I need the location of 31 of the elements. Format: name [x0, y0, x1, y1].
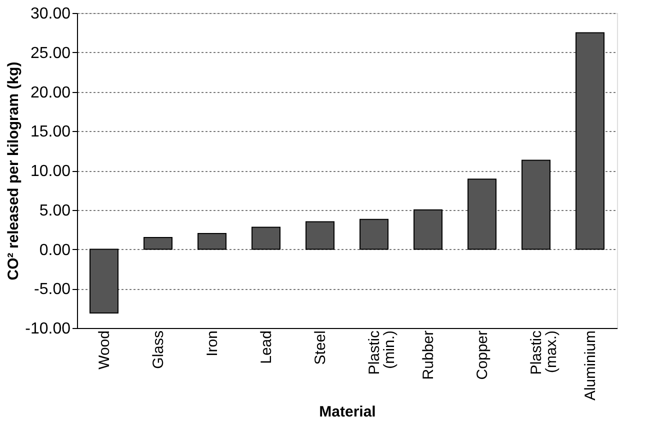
y-tick-label: 5.00 — [39, 202, 71, 220]
x-tick-label: Lead — [258, 330, 275, 364]
y-tick-label: -10.00 — [25, 320, 71, 338]
y-tick-label: 0.00 — [39, 242, 71, 259]
bar — [468, 178, 496, 250]
y-tick-label: 15.00 — [30, 124, 71, 141]
bar — [198, 233, 226, 250]
x-tick-label: Rubber — [420, 330, 437, 380]
y-tick-label: 25.00 — [30, 44, 71, 62]
x-tick-label: Iron — [204, 330, 221, 356]
x-tick-label: Glass — [150, 330, 167, 369]
x-tick-label: Aluminium — [582, 330, 599, 401]
x-axis-title: Material — [319, 404, 376, 421]
bar — [252, 226, 280, 250]
y-tick-label: 10.00 — [30, 163, 71, 180]
bar — [360, 218, 388, 250]
bar — [144, 236, 172, 250]
x-tick-label: Copper — [474, 330, 491, 380]
x-tick-label: Plastic (max.) — [528, 330, 560, 375]
bar — [306, 221, 334, 250]
bar — [576, 32, 604, 250]
bar — [414, 209, 442, 250]
y-tick-label: -5.00 — [34, 281, 71, 298]
x-tick-label: Wood — [96, 330, 113, 370]
bar — [522, 160, 550, 250]
y-axis-title: CO² released per kilogram (kg) — [5, 62, 22, 280]
x-tick-label: Steel — [312, 330, 329, 365]
y-tick-label: 30.00 — [30, 6, 71, 22]
y-tick-label: 20.00 — [30, 84, 71, 102]
x-tick-label: Plastic (min.) — [366, 330, 398, 375]
bar — [90, 248, 118, 314]
